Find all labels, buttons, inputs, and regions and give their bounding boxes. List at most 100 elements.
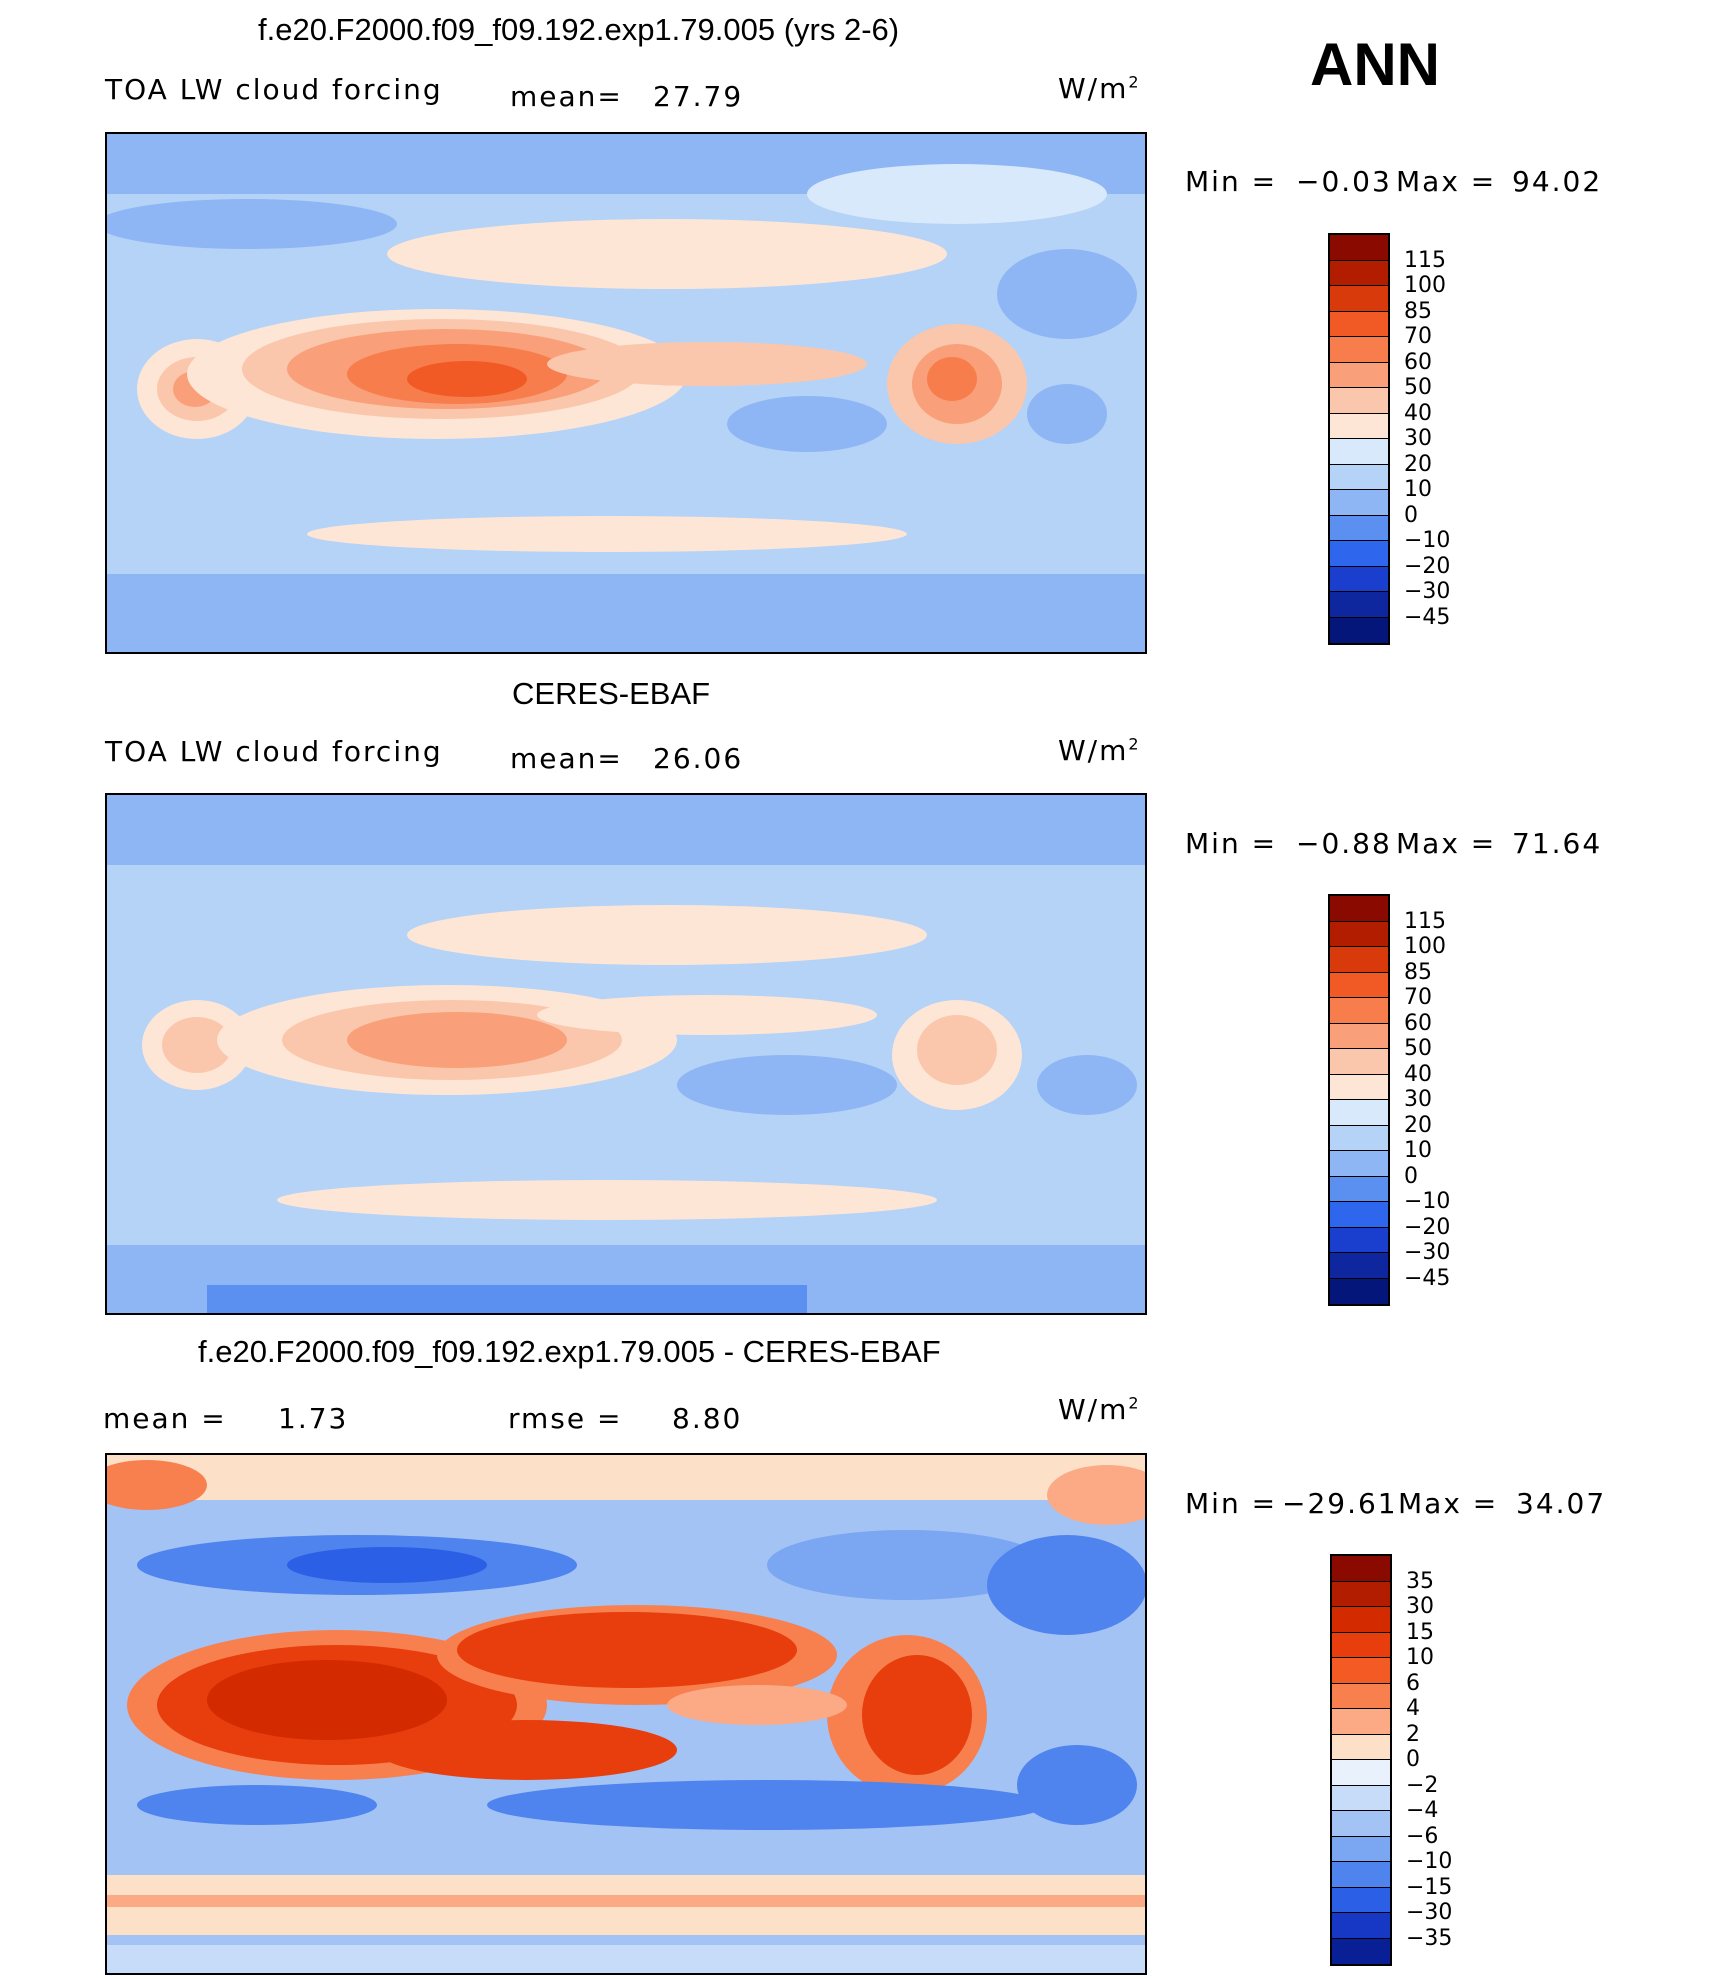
colorbar-tick-label: −10 [1404, 1189, 1451, 1214]
colorbar-tick-label: 100 [1404, 934, 1446, 959]
colorbar-segment [1332, 1632, 1390, 1658]
colorbar-segment [1332, 1811, 1390, 1837]
colorbar-tick-label: 2 [1406, 1721, 1420, 1747]
colorbar-tick-label: 50 [1404, 1036, 1432, 1061]
colorbar-segment [1330, 566, 1388, 592]
colorbar-segment [1330, 1100, 1388, 1126]
colorbar-segment [1332, 1862, 1390, 1888]
colorbar-tick-label: 10 [1404, 1138, 1432, 1163]
colorbar-tick-label: −10 [1406, 1849, 1453, 1874]
panel1-units: W/m2 [1058, 72, 1141, 105]
colorbar-segment [1332, 1836, 1390, 1862]
colorbar-segment [1330, 413, 1388, 439]
panel1-units-exp: 2 [1128, 72, 1141, 92]
colorbar-tick-label: 40 [1404, 1061, 1432, 1087]
colorbar-segment [1330, 1023, 1388, 1049]
panel1-max-label: Max = [1396, 165, 1497, 198]
panel2-units: W/m2 [1058, 734, 1141, 767]
colorbar-tick-label: −10 [1404, 528, 1451, 553]
colorbar-tick-label: −2 [1406, 1772, 1439, 1798]
colorbar-segment [1332, 1556, 1390, 1582]
panel2-max-value: 71.64 [1512, 827, 1603, 860]
colorbar-tick-label: 0 [1406, 1747, 1420, 1772]
colorbar-segment [1332, 1607, 1390, 1633]
colorbar-segment [1330, 921, 1388, 947]
colorbar-tick-label: 15 [1406, 1619, 1434, 1645]
panel2-mean-value: 26.06 [653, 742, 744, 775]
panel1-max-value: 94.02 [1512, 165, 1603, 198]
colorbar-segment [1332, 1760, 1390, 1786]
panel1-colorbar [1328, 233, 1390, 645]
panel1-map-svg [107, 134, 1145, 652]
panel3-colorbar [1330, 1554, 1392, 1966]
panel3-max-value: 34.07 [1516, 1487, 1607, 1520]
colorbar-tick-label: −45 [1404, 604, 1451, 630]
panel1-title: f.e20.F2000.f09_f09.192.exp1.79.005 (yrs… [258, 12, 900, 47]
panel1-mean-value: 27.79 [653, 80, 744, 113]
panel3-title: f.e20.F2000.f09_f09.192.exp1.79.005 - CE… [198, 1334, 941, 1369]
panel3-max-label: Max = [1398, 1487, 1499, 1520]
colorbar-segment [1330, 439, 1388, 465]
colorbar-tick-label: −15 [1406, 1874, 1453, 1900]
panel3-units-exp: 2 [1128, 1393, 1141, 1413]
colorbar-segment [1330, 972, 1388, 998]
panel1-units-base: W/m [1058, 72, 1129, 105]
colorbar-tick-label: 50 [1404, 375, 1432, 400]
panel3-units-base: W/m [1058, 1393, 1129, 1426]
panel2-title: CERES-EBAF [512, 676, 711, 711]
colorbar-segment [1330, 1151, 1388, 1177]
colorbar-tick-label: 10 [1406, 1645, 1434, 1670]
colorbar-tick-label: −4 [1406, 1798, 1439, 1823]
colorbar-segment [1332, 1887, 1390, 1913]
colorbar-segment [1332, 1658, 1390, 1684]
colorbar-tick-label: −20 [1404, 553, 1451, 579]
panel2-map-svg [107, 795, 1145, 1313]
colorbar-tick-label: 40 [1404, 400, 1432, 426]
panel3-mean-label: mean = [103, 1402, 227, 1435]
colorbar-tick-label: 30 [1404, 426, 1432, 451]
colorbar-tick-label: 30 [1406, 1594, 1434, 1619]
panel2-mean-label: mean= [510, 742, 623, 775]
panel3-rmse-value: 8.80 [672, 1402, 743, 1435]
colorbar-segment [1330, 362, 1388, 388]
colorbar-tick-label: 70 [1404, 324, 1432, 349]
colorbar-segment [1330, 286, 1388, 312]
panel1-mean-label: mean= [510, 80, 623, 113]
panel2-map [105, 793, 1147, 1315]
colorbar-tick-label: 6 [1406, 1670, 1420, 1696]
season-label: ANN [1310, 31, 1440, 98]
colorbar-segment [1330, 1074, 1388, 1100]
colorbar-segment [1332, 1734, 1390, 1760]
panel1-min-value: −0.03 [1296, 165, 1392, 198]
colorbar-tick-label: 85 [1404, 298, 1432, 324]
panel2-units-exp: 2 [1128, 734, 1141, 754]
colorbar-tick-label: −6 [1406, 1823, 1439, 1849]
colorbar-tick-label: 115 [1404, 247, 1446, 273]
colorbar-segment [1332, 1709, 1390, 1735]
colorbar-tick-label: −35 [1406, 1925, 1453, 1951]
colorbar-segment [1330, 1278, 1388, 1304]
colorbar-segment [1330, 1049, 1388, 1075]
colorbar-tick-label: 30 [1404, 1087, 1432, 1112]
panel2-colorbar [1328, 894, 1390, 1306]
colorbar-segment [1330, 311, 1388, 337]
panel2-units-base: W/m [1058, 734, 1129, 767]
panel3-map-svg [107, 1455, 1145, 1973]
panel3-units: W/m2 [1058, 1393, 1141, 1426]
colorbar-segment [1332, 1938, 1390, 1964]
colorbar-tick-label: 20 [1404, 1112, 1432, 1138]
colorbar-segment [1330, 260, 1388, 286]
colorbar-segment [1330, 1176, 1388, 1202]
colorbar-segment [1330, 1202, 1388, 1228]
panel3-mean-value: 1.73 [278, 1402, 349, 1435]
colorbar-tick-label: −30 [1404, 579, 1451, 604]
colorbar-tick-label: −45 [1404, 1265, 1451, 1291]
panel2-min-label: Min = [1185, 827, 1278, 860]
colorbar-segment [1330, 337, 1388, 363]
colorbar-segment [1332, 1913, 1390, 1939]
panel3-map [105, 1453, 1147, 1975]
panel3-min-label: Min = [1185, 1487, 1278, 1520]
colorbar-segment [1330, 235, 1388, 261]
colorbar-tick-label: 35 [1406, 1568, 1434, 1594]
colorbar-segment [1330, 617, 1388, 643]
